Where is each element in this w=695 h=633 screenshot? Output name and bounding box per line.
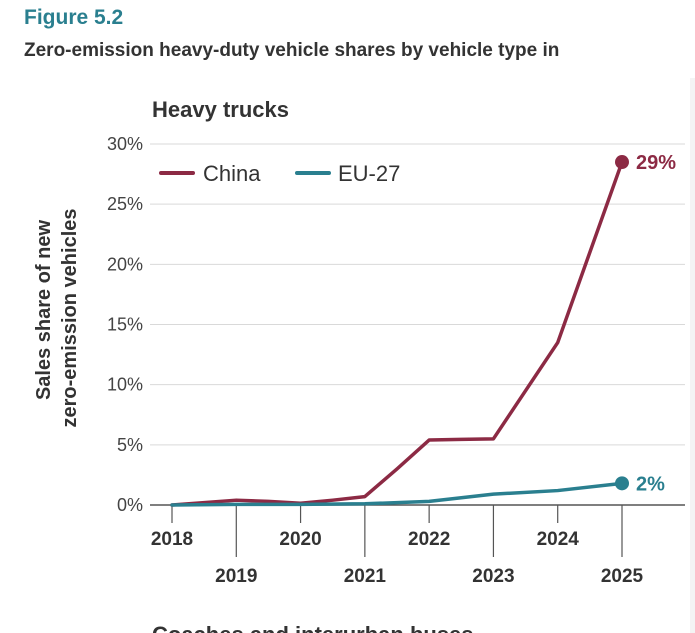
x-axis: 2018 2019 2020 2021 2022 2023 2024 2025: [150, 504, 685, 587]
chart-panel: [0, 78, 695, 633]
series-end-marker-china: [615, 155, 629, 170]
x-tick-label: 2022: [408, 529, 450, 550]
legend-china-label: China: [203, 161, 261, 186]
y-tick-label: 15%: [107, 315, 143, 335]
series-end-label-china: 29%: [636, 152, 676, 174]
x-tick-label: 2025: [601, 566, 644, 587]
x-tick-label: 2019: [215, 566, 257, 587]
chart-panel-inner: [0, 78, 690, 633]
next-panel-title: Coaches and interurban buses: [152, 622, 474, 633]
x-tick-label: 2018: [151, 529, 193, 550]
series-lines: 29% 2%: [170, 152, 676, 507]
y-axis-label-line1: Sales share of new: [33, 220, 55, 401]
x-tick-label: 2020: [279, 529, 321, 550]
x-tick-label: 2023: [472, 566, 514, 587]
x-tick-label: 2021: [344, 566, 387, 587]
series-line-eu: [170, 481, 624, 507]
y-tick-label: 30%: [107, 134, 143, 154]
legend: China EU-27: [159, 161, 400, 186]
x-tick-label: 2024: [537, 529, 580, 550]
gridlines: [150, 143, 685, 446]
y-tick-label: 0%: [117, 495, 143, 515]
legend-eu-label: EU-27: [338, 161, 400, 186]
y-tick-label: 10%: [107, 375, 143, 395]
figure-title: Zero-emission heavy-duty vehicle shares …: [24, 40, 560, 61]
chart-subtitle: Heavy trucks: [152, 97, 289, 122]
series-end-label-eu: 2%: [636, 473, 665, 495]
y-axis-label-line2: zero-emission vehicles: [59, 209, 81, 428]
y-axis-label: Sales share of new zero-emission vehicle…: [33, 209, 81, 428]
series-line-china: [170, 160, 624, 507]
y-tick-label: 5%: [117, 435, 143, 455]
y-tick-label: 25%: [107, 194, 143, 214]
figure-label: Figure 5.2: [24, 6, 124, 29]
y-tick-labels: 0% 5% 10% 15% 20% 25% 30%: [107, 134, 143, 515]
series-end-marker-eu: [615, 476, 629, 491]
y-tick-label: 20%: [107, 254, 143, 274]
